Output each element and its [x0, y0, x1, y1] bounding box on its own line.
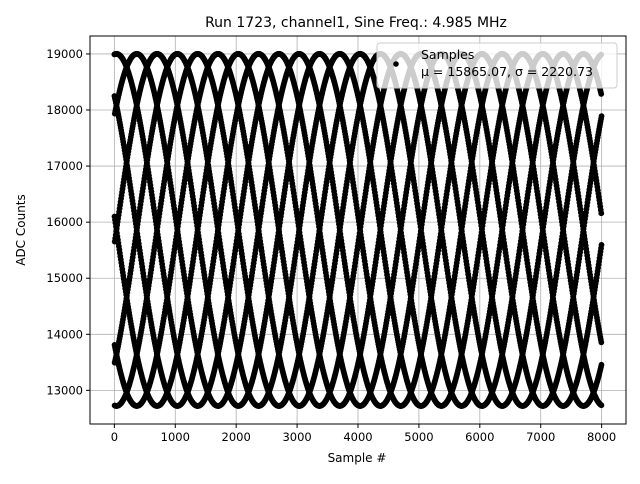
chart-title: Run 1723, channel1, Sine Freq.: 4.985 MH… [205, 15, 507, 31]
data-points [111, 51, 604, 409]
